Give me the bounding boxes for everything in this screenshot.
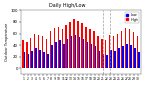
Bar [24,52,25,68]
Bar [136,36,138,68]
Bar [65,25,67,68]
Bar [46,39,47,68]
Bar [55,42,57,68]
Bar [117,33,118,68]
Bar [110,50,112,68]
Bar [79,37,80,68]
Bar [87,42,88,68]
Bar [38,35,39,68]
Legend: Low, High: Low, High [125,12,139,23]
Bar [99,51,100,68]
Text: Daily High/Low: Daily High/Low [49,3,85,8]
Bar [81,23,83,68]
Bar [85,27,87,68]
Bar [69,22,71,68]
Bar [63,44,64,68]
Bar [103,54,104,68]
Bar [51,45,53,68]
Bar [133,32,134,68]
Bar [114,51,116,68]
Bar [22,40,24,68]
Bar [138,52,140,68]
Bar [113,36,114,68]
Y-axis label: Outdoor Temperature: Outdoor Temperature [5,23,9,61]
Bar [47,54,49,68]
Bar [73,19,75,68]
Bar [130,45,132,68]
Bar [34,33,35,68]
Bar [62,29,63,68]
Bar [83,39,84,68]
Bar [95,46,96,68]
Bar [67,39,68,68]
Bar [59,40,61,68]
Bar [89,29,91,68]
Bar [50,31,51,68]
Bar [93,31,95,68]
Bar [106,56,108,68]
Bar [43,52,45,68]
Bar [101,39,103,68]
Bar [97,36,99,68]
Bar [26,42,28,68]
Bar [39,50,41,68]
Bar [54,28,55,68]
Bar [42,36,43,68]
Bar [105,40,106,68]
Bar [77,21,79,68]
Bar [30,38,32,68]
Bar [125,28,126,68]
Bar [75,35,76,68]
Bar [91,44,92,68]
Bar [35,48,37,68]
Bar [129,29,130,68]
Bar [28,54,29,68]
Bar [109,35,110,68]
Bar [134,48,136,68]
Bar [122,46,124,68]
Bar [71,36,72,68]
Bar [58,27,59,68]
Bar [32,51,33,68]
Bar [126,44,128,68]
Bar [118,48,120,68]
Bar [121,31,122,68]
